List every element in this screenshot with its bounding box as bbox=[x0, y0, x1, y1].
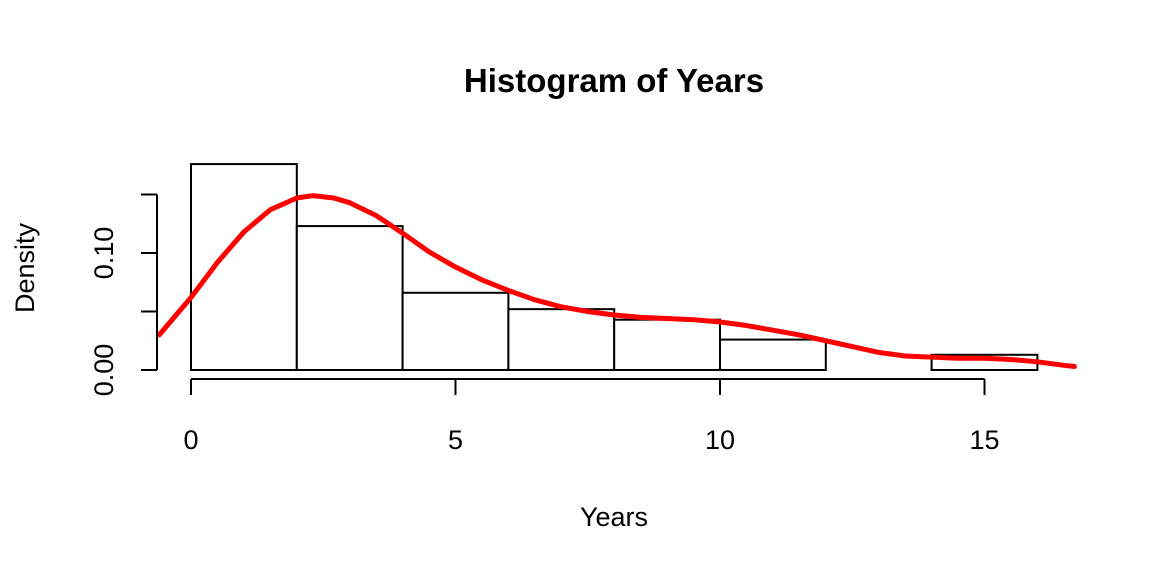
histogram-bar bbox=[190, 163, 298, 371]
x-axis: 0 5 10 15 bbox=[183, 378, 1000, 455]
y-axis-label: Density bbox=[10, 222, 40, 313]
x-tick-label: 10 bbox=[705, 425, 735, 455]
x-tick-label: 15 bbox=[969, 425, 999, 455]
histogram-bar bbox=[719, 338, 827, 371]
histogram-bar bbox=[507, 308, 616, 372]
histogram-bar bbox=[613, 318, 722, 372]
y-tick-label: 0.10 bbox=[89, 227, 119, 280]
histogram-bars bbox=[190, 163, 1039, 372]
y-axis: 0.00 0.10 bbox=[89, 193, 158, 397]
density-curve-group bbox=[156, 193, 1077, 369]
histogram-bar bbox=[401, 291, 510, 371]
density-curve bbox=[156, 193, 1077, 369]
x-axis-label: Years bbox=[580, 502, 648, 532]
x-tick-label: 0 bbox=[183, 425, 198, 455]
chart-title: Histogram of Years bbox=[464, 62, 764, 99]
x-tick-label: 5 bbox=[448, 425, 463, 455]
histogram-bar bbox=[295, 225, 404, 371]
y-tick-label: 0.00 bbox=[89, 344, 119, 397]
